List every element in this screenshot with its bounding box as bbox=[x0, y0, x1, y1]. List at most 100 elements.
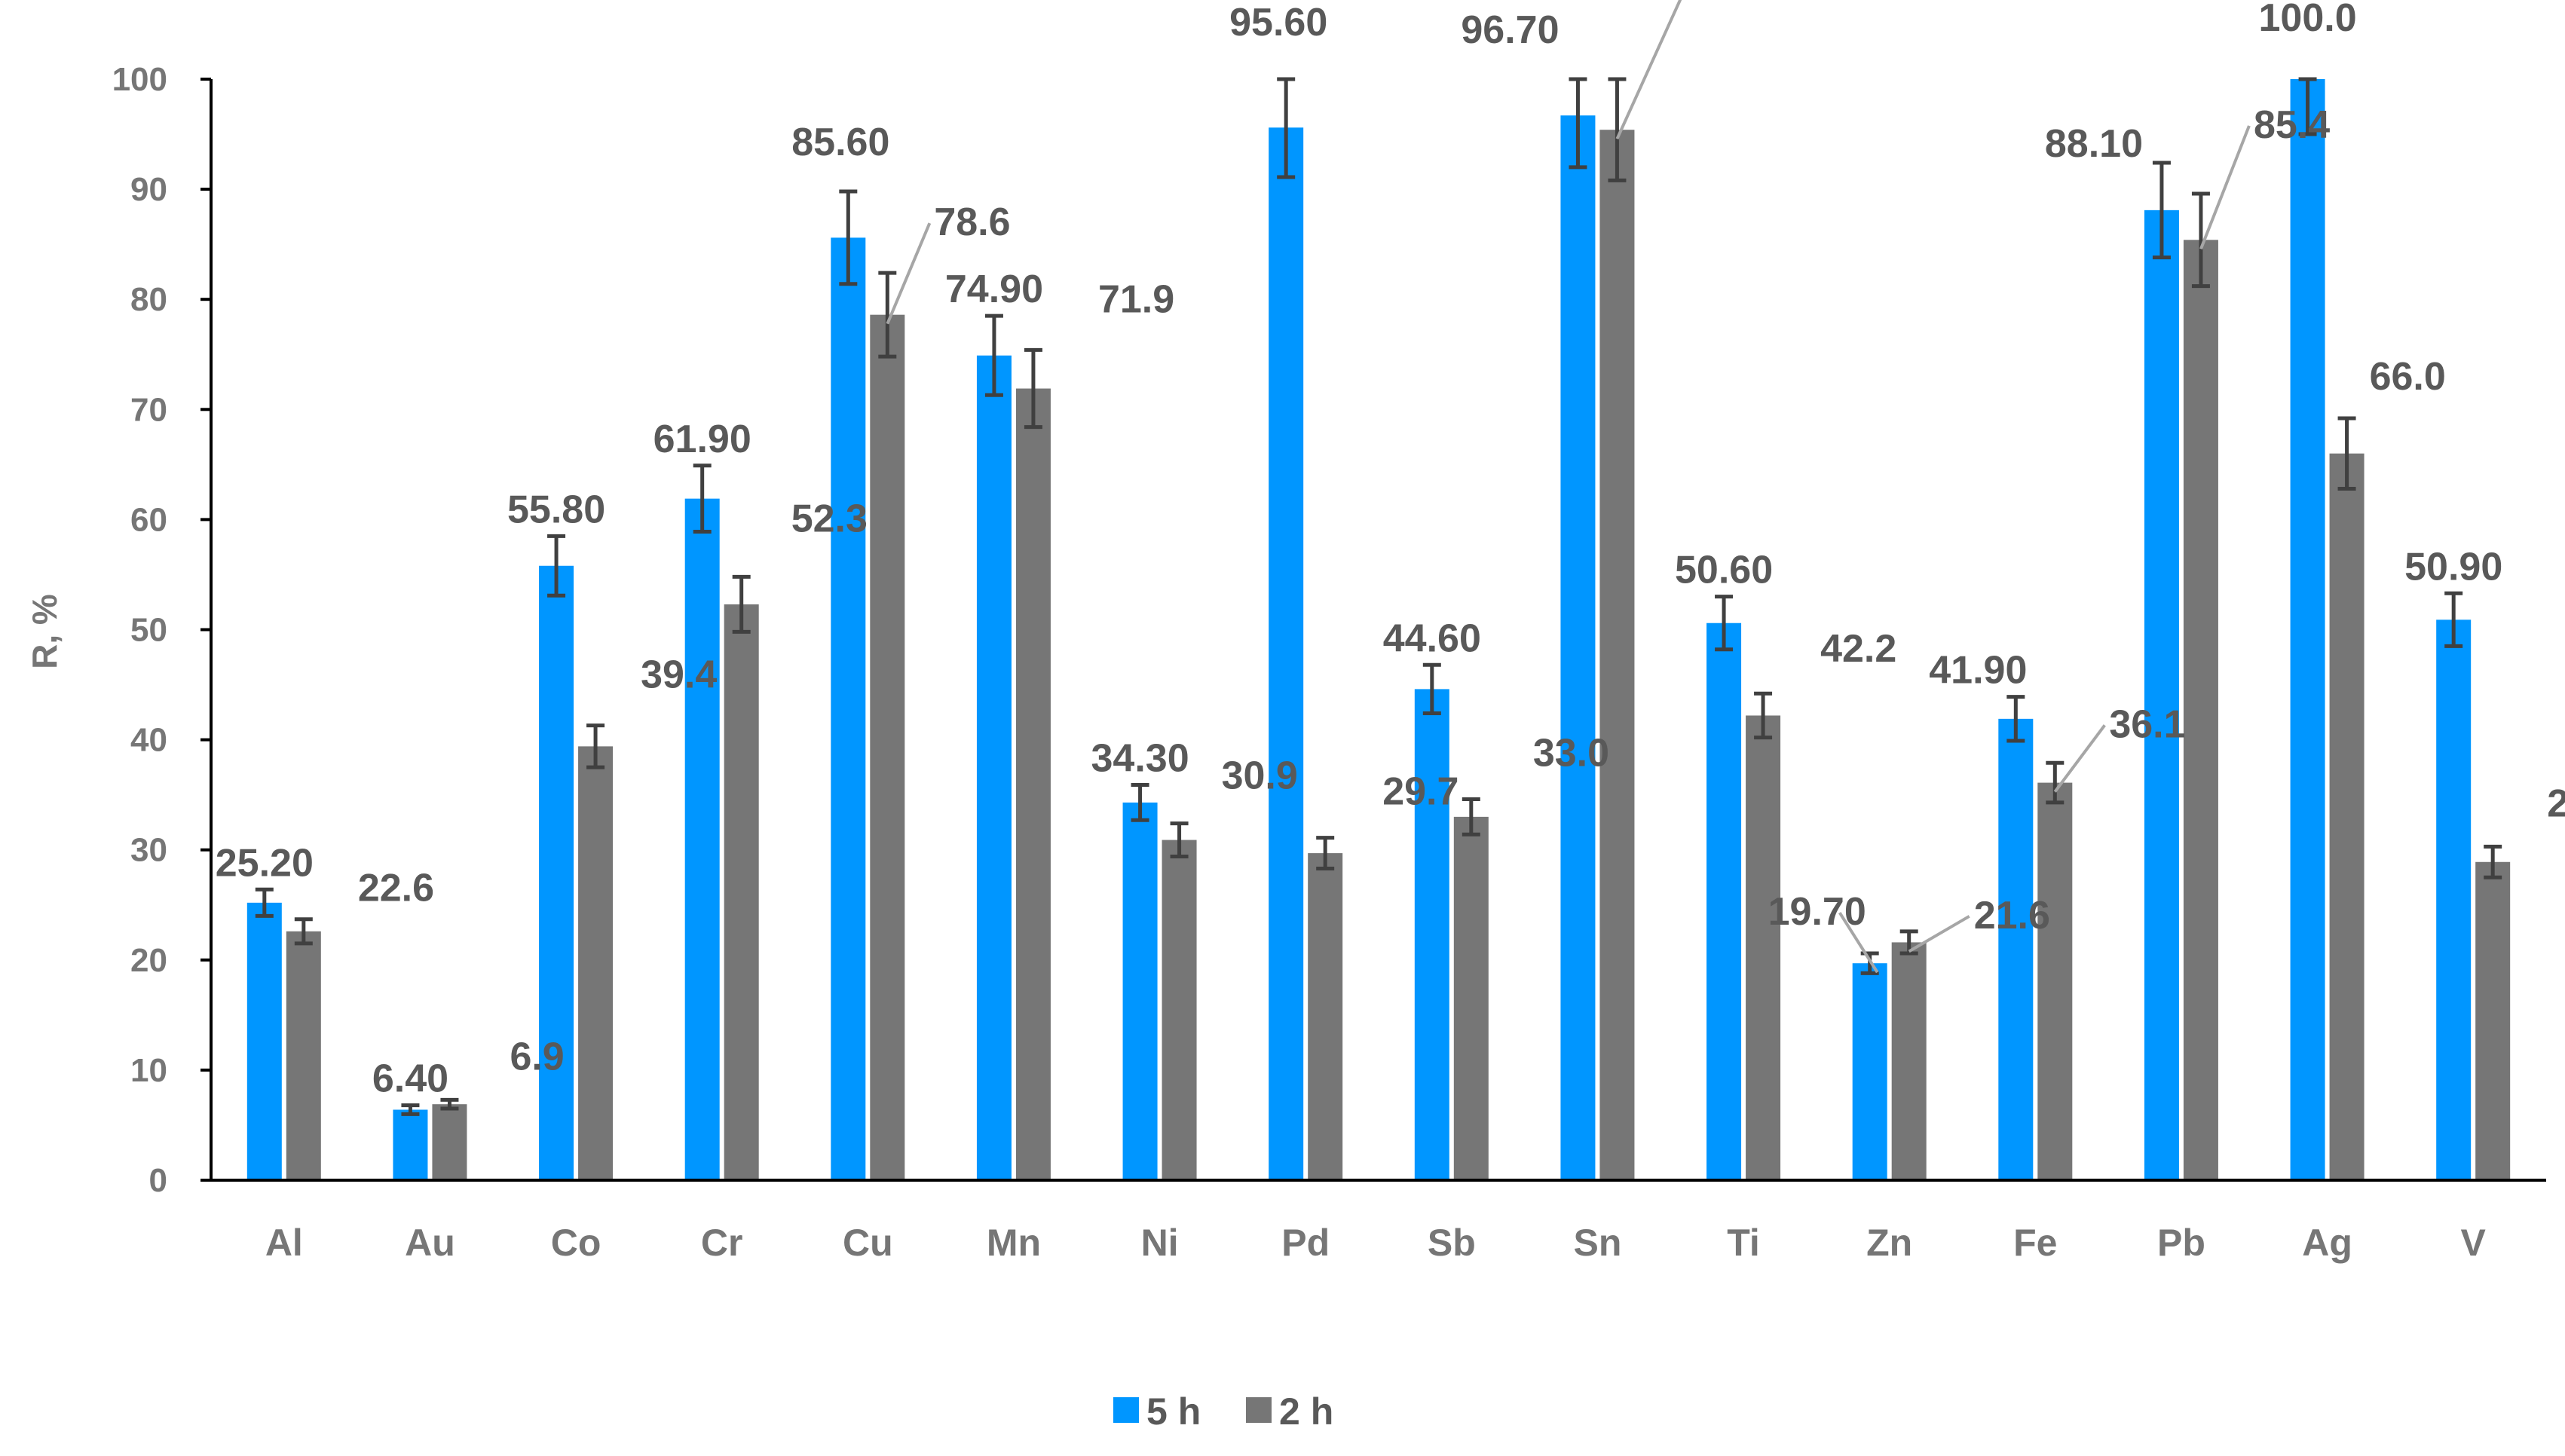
data-label: 74.90 bbox=[945, 268, 1043, 311]
y-tick-label: 40 bbox=[130, 722, 167, 759]
x-tick-label: Pb bbox=[2157, 1222, 2205, 1264]
data-label: 42.2 bbox=[1820, 627, 1896, 671]
legend: 5 h 2 h bbox=[1113, 1390, 1333, 1433]
bar-5h-Ag bbox=[2290, 79, 2325, 1180]
data-label: 55.80 bbox=[507, 488, 605, 531]
y-tick-label: 20 bbox=[130, 942, 167, 979]
bar-2h-Sb bbox=[1453, 816, 1489, 1180]
bar-5h-Cr bbox=[684, 498, 720, 1180]
data-label: 78.6 bbox=[934, 200, 1010, 244]
data-label: 25.20 bbox=[216, 841, 314, 885]
data-label: 50.60 bbox=[1675, 549, 1773, 592]
bar-5h-Sb bbox=[1414, 689, 1449, 1180]
legend-label: 5 h bbox=[1146, 1390, 1201, 1433]
bar-2h-Ti bbox=[1746, 715, 1781, 1180]
leader-line bbox=[886, 222, 932, 325]
x-tick-label: Sb bbox=[1428, 1222, 1476, 1264]
x-tick-label: Fe bbox=[2013, 1222, 2057, 1264]
leader-line bbox=[2053, 724, 2106, 793]
bar-5h-Ni bbox=[1122, 802, 1158, 1180]
x-tick-label: Co bbox=[551, 1222, 601, 1264]
data-label: 6.9 bbox=[510, 1035, 564, 1078]
leader-line bbox=[1615, 0, 1682, 140]
leader-line bbox=[2199, 125, 2251, 250]
data-label: 22.6 bbox=[358, 867, 434, 910]
leader-lines-layer bbox=[886, 0, 2251, 974]
legend-swatch-2h bbox=[1246, 1397, 1272, 1423]
bar-2h-Ag bbox=[2329, 453, 2365, 1180]
data-label: 36.1 bbox=[2109, 702, 2185, 746]
y-tick-label: 60 bbox=[130, 501, 167, 538]
x-tick-label: Mn bbox=[987, 1222, 1041, 1264]
legend-swatch-5h bbox=[1113, 1397, 1139, 1423]
data-label: 88.10 bbox=[2045, 122, 2143, 166]
x-tick-label: Al bbox=[265, 1222, 303, 1264]
data-label: 33.0 bbox=[1533, 731, 1609, 775]
bar-5h-Pb bbox=[2144, 210, 2179, 1180]
data-label: 19.70 bbox=[1768, 890, 1866, 934]
data-label: 52.3 bbox=[791, 497, 868, 540]
x-tick-label: Cu bbox=[843, 1222, 893, 1264]
data-label: 96.70 bbox=[1461, 8, 1559, 52]
bar-5h-V bbox=[2436, 619, 2472, 1180]
data-label: 66.0 bbox=[2370, 355, 2446, 399]
bar-5h-Ti bbox=[1706, 622, 1742, 1180]
bar-5h-Fe bbox=[1998, 718, 2034, 1180]
bar-2h-Pd bbox=[1308, 853, 1343, 1180]
bar-5h-Co bbox=[539, 565, 574, 1180]
y-tick-label: 100 bbox=[112, 61, 167, 98]
x-tick-label: Zn bbox=[1866, 1222, 1912, 1264]
y-tick-label: 0 bbox=[149, 1162, 167, 1199]
data-label: 71.9 bbox=[1098, 277, 1174, 321]
x-tick-label: Au bbox=[405, 1222, 455, 1264]
x-tick-label: V bbox=[2461, 1222, 2487, 1264]
bar-2h-Cu bbox=[870, 314, 905, 1180]
bar-2h-V bbox=[2475, 861, 2511, 1180]
leader-line bbox=[1908, 915, 1970, 953]
bar-2h-Pb bbox=[2183, 240, 2218, 1180]
y-tick-label: 70 bbox=[130, 391, 167, 428]
data-label: 28.9 bbox=[2547, 782, 2565, 825]
bar-5h-Cu bbox=[831, 237, 866, 1180]
bar-2h-Co bbox=[578, 746, 614, 1180]
x-tick-label: Cr bbox=[701, 1222, 743, 1264]
x-axis-tick-labels: Al Au Co Cr Cu Mn Ni Pd Sb Sn Ti Zn Fe Pb Ag V bbox=[265, 1222, 2487, 1264]
y-tick-label: 90 bbox=[130, 171, 167, 208]
data-label: 6.40 bbox=[372, 1057, 448, 1101]
data-label: 44.60 bbox=[1383, 616, 1481, 660]
data-label: 95.60 bbox=[1229, 1, 1327, 44]
y-tick-label: 50 bbox=[130, 612, 167, 649]
y-tick-label: 80 bbox=[130, 281, 167, 318]
bar-2h-Fe bbox=[2037, 782, 2073, 1180]
bar-2h-Mn bbox=[1015, 388, 1051, 1180]
bar-2h-Sn bbox=[1599, 130, 1635, 1180]
x-tick-label: Ti bbox=[1727, 1222, 1760, 1264]
x-tick-label: Pd bbox=[1281, 1222, 1330, 1264]
data-label: 100.0 bbox=[2258, 0, 2356, 40]
bar-2h-Al bbox=[286, 931, 321, 1180]
y-axis-ticks: 0 10 20 30 40 50 60 70 80 90 100 bbox=[112, 61, 211, 1199]
bar-5h-Zn bbox=[1852, 963, 1887, 1180]
bars-layer bbox=[246, 79, 2511, 1181]
x-tick-label: Ag bbox=[2302, 1222, 2352, 1264]
bar-2h-Cr bbox=[724, 604, 759, 1180]
leader-line bbox=[1838, 911, 1879, 974]
bar-2h-Ni bbox=[1162, 840, 1197, 1180]
data-label: 30.9 bbox=[1222, 754, 1298, 798]
error-bars-layer bbox=[255, 77, 2502, 1116]
data-label: 21.6 bbox=[1974, 894, 2050, 938]
bar-5h-Al bbox=[246, 902, 282, 1180]
data-labels-layer: 25.20 6.40 55.80 61.90 85.60 74.90 34.30 95.60 4… bbox=[216, 0, 2565, 1101]
y-tick-label: 30 bbox=[130, 832, 167, 869]
data-label: 41.90 bbox=[1929, 649, 2027, 693]
data-label: 85.4 bbox=[2254, 103, 2330, 147]
data-label: 85.60 bbox=[791, 121, 889, 164]
bar-5h-Mn bbox=[976, 355, 1012, 1181]
legend-label: 2 h bbox=[1279, 1390, 1333, 1433]
y-tick-label: 10 bbox=[130, 1052, 167, 1089]
bar-5h-Au bbox=[393, 1109, 428, 1180]
data-label: 34.30 bbox=[1091, 737, 1189, 781]
data-label: 50.90 bbox=[2404, 545, 2502, 589]
bar-2h-Zn bbox=[1891, 942, 1927, 1180]
